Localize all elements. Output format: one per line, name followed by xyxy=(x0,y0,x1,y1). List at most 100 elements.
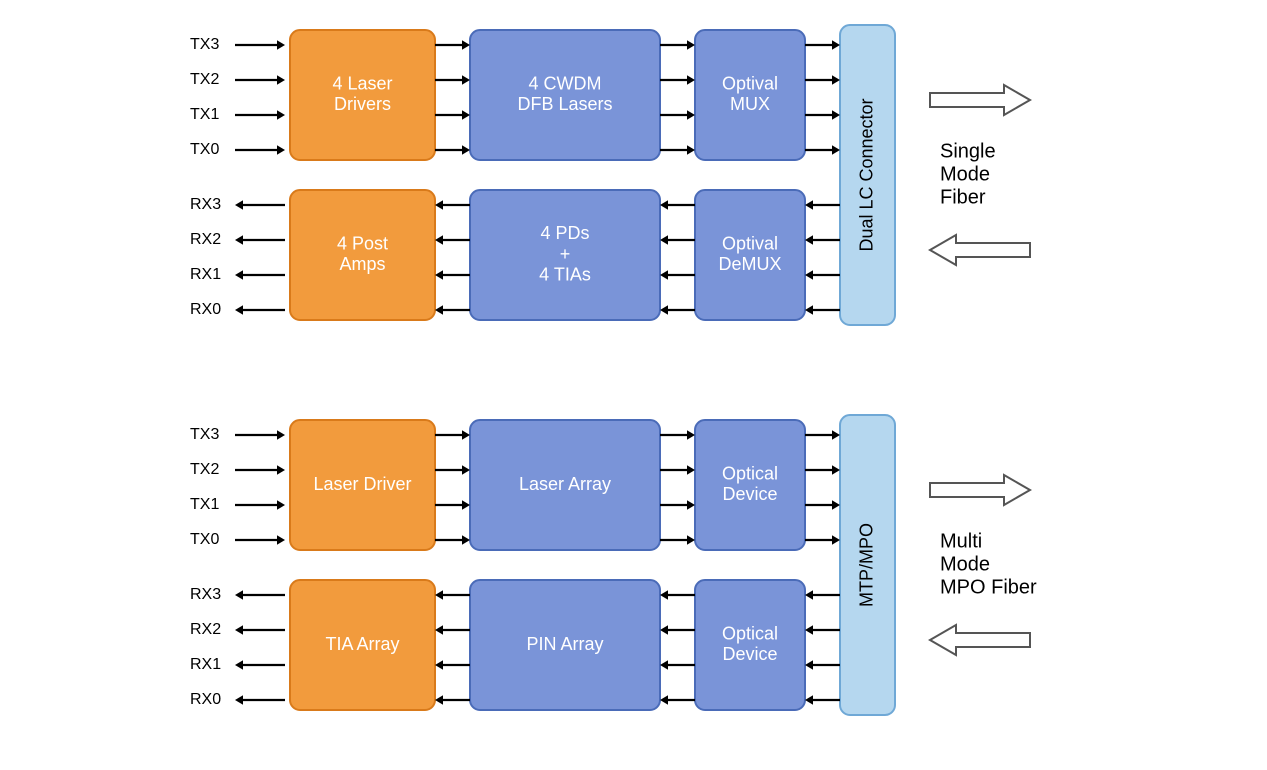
bottom-out-label-1: Mode xyxy=(940,553,990,575)
rx-label-1: RX2 xyxy=(190,621,221,638)
top-rx-link-1-1-head xyxy=(660,235,668,245)
top-rx-link-1-0-head xyxy=(660,200,668,210)
tx-label-2: TX1 xyxy=(190,106,219,123)
bottom-rx-link-1-3-head xyxy=(660,695,668,705)
diagram-top: TX3TX2TX1TX0RX3RX2RX1RX04 LaserDrivers4 … xyxy=(190,25,1030,325)
top-rx-text-orange-line-0: 4 Post xyxy=(337,233,388,253)
tx-in-arrow-3-head xyxy=(277,145,285,155)
top-tx-to-conn-1-head xyxy=(832,75,840,85)
bottom-tx-to-conn-0-head xyxy=(832,430,840,440)
bottom-rx-link-1-2-head xyxy=(660,660,668,670)
bottom-big-arrow-out xyxy=(930,475,1030,505)
bottom-tx-text-blue2-line-0: Optical xyxy=(722,463,778,483)
top-tx-link-1-2-head xyxy=(687,110,695,120)
tx-in-arrow-3-head xyxy=(277,535,285,545)
bottom-rx-link-0-0-head xyxy=(435,590,443,600)
bottom-rx-text-blue1-line-0: PIN Array xyxy=(526,634,603,654)
bottom-out-label-0: Multi xyxy=(940,530,982,552)
bottom-rx-text-blue2-line-1: Device xyxy=(722,644,777,664)
rx-out-arrow-3-head xyxy=(235,695,243,705)
top-big-arrow-out xyxy=(930,85,1030,115)
tx-in-arrow-0-head xyxy=(277,430,285,440)
top-tx-link-1-3-head xyxy=(687,145,695,155)
rx-out-arrow-0-head xyxy=(235,200,243,210)
tx-label-0: TX3 xyxy=(190,426,219,443)
bottom-tx-text-blue2-line-1: Device xyxy=(722,484,777,504)
top-tx-text-blue2-line-1: MUX xyxy=(730,94,770,114)
bottom-rx-text-orange-line-0: TIA Array xyxy=(325,634,399,654)
top-big-arrow-in xyxy=(930,235,1030,265)
top-rx-link-1-2-head xyxy=(660,270,668,280)
bottom-big-arrow-in xyxy=(930,625,1030,655)
diagram-canvas: TX3 TX2 TX1 TX0 RX3 RX2 RX1 RX0 4 LaserDrivers 4 … xyxy=(0,0,1267,770)
rx-label-2: RX1 xyxy=(190,656,221,673)
top-tx-text-orange-line-1: Drivers xyxy=(334,94,391,114)
bottom-conn-to-rx-1-head xyxy=(805,625,813,635)
top-tx-text-blue1-line-1: DFB Lasers xyxy=(517,94,612,114)
tx-label-1: TX2 xyxy=(190,71,219,88)
top-tx-link-1-0-head xyxy=(687,40,695,50)
bottom-rx-link-1-0-head xyxy=(660,590,668,600)
bottom-tx-to-conn-1-head xyxy=(832,465,840,475)
rx-out-arrow-1-head xyxy=(235,625,243,635)
top-rx-link-0-3-head xyxy=(435,305,443,315)
top-rx-text-orange-line-1: Amps xyxy=(339,254,385,274)
rx-label-2: RX1 xyxy=(190,266,221,283)
top-tx-text-orange-line-0: 4 Laser xyxy=(332,73,392,93)
top-rx-link-1-3-head xyxy=(660,305,668,315)
bottom-tx-link-1-0-head xyxy=(687,430,695,440)
tx-label-1: TX2 xyxy=(190,461,219,478)
rx-out-arrow-1-head xyxy=(235,235,243,245)
top-rx-text-blue1-line-0: 4 PDs xyxy=(540,223,589,243)
top-tx-link-0-2-head xyxy=(462,110,470,120)
top-conn-to-rx-3-head xyxy=(805,305,813,315)
rx-out-arrow-0-head xyxy=(235,590,243,600)
top-rx-link-0-2-head xyxy=(435,270,443,280)
bottom-tx-text-blue1-line-0: Laser Array xyxy=(519,474,611,494)
bottom-tx-to-conn-2-head xyxy=(832,500,840,510)
top-rx-text-blue2-line-1: DeMUX xyxy=(718,254,781,274)
top-out-label-2: Fiber xyxy=(940,186,986,208)
tx-label-3: TX0 xyxy=(190,141,219,158)
diagram-bottom: TX3 TX2 TX1 TX0 RX3 RX2 RX1 RX0 Laser Driver Lase… xyxy=(190,415,1037,715)
tx-in-arrow-1-head xyxy=(277,75,285,85)
bottom-connector-label: MTP/MPO xyxy=(856,523,876,607)
bottom-rx-link-0-1-head xyxy=(435,625,443,635)
rx-out-arrow-2-head xyxy=(235,270,243,280)
top-tx-link-0-1-head xyxy=(462,75,470,85)
bottom-conn-to-rx-3-head xyxy=(805,695,813,705)
bottom-conn-to-rx-2-head xyxy=(805,660,813,670)
top-tx-link-0-3-head xyxy=(462,145,470,155)
top-conn-to-rx-2-head xyxy=(805,270,813,280)
tx-in-arrow-0-head xyxy=(277,40,285,50)
tx-label-2: TX1 xyxy=(190,496,219,513)
top-tx-to-conn-2-head xyxy=(832,110,840,120)
top-rx-link-0-0-head xyxy=(435,200,443,210)
bottom-tx-text-orange-line-0: Laser Driver xyxy=(313,474,411,494)
tx-label-3: TX0 xyxy=(190,531,219,548)
rx-label-1: RX2 xyxy=(190,231,221,248)
bottom-conn-to-rx-0-head xyxy=(805,590,813,600)
rx-out-arrow-2-head xyxy=(235,660,243,670)
rx-label-3: RX0 xyxy=(190,691,221,708)
top-rx-text-blue2-line-0: Optival xyxy=(722,233,778,253)
tx-label-0: TX3 xyxy=(190,36,219,53)
rx-label-0: RX3 xyxy=(190,586,221,603)
rx-label-0: RX3 xyxy=(190,196,221,213)
bottom-rx-link-0-2-head xyxy=(435,660,443,670)
bottom-out-label-2: MPO Fiber xyxy=(940,576,1037,598)
rx-out-arrow-3-head xyxy=(235,305,243,315)
bottom-rx-link-1-1-head xyxy=(660,625,668,635)
bottom-tx-link-1-1-head xyxy=(687,465,695,475)
bottom-tx-link-1-3-head xyxy=(687,535,695,545)
bottom-rx-text-blue2-line-0: Optical xyxy=(722,623,778,643)
tx-in-arrow-2-head xyxy=(277,500,285,510)
bottom-tx-to-conn-3-head xyxy=(832,535,840,545)
top-conn-to-rx-0-head xyxy=(805,200,813,210)
bottom-tx-link-0-2-head xyxy=(462,500,470,510)
top-tx-to-conn-0-head xyxy=(832,40,840,50)
top-out-label-1: Mode xyxy=(940,163,990,185)
top-connector-label: Dual LC Connector xyxy=(856,98,876,251)
top-conn-to-rx-1-head xyxy=(805,235,813,245)
bottom-tx-link-0-0-head xyxy=(462,430,470,440)
